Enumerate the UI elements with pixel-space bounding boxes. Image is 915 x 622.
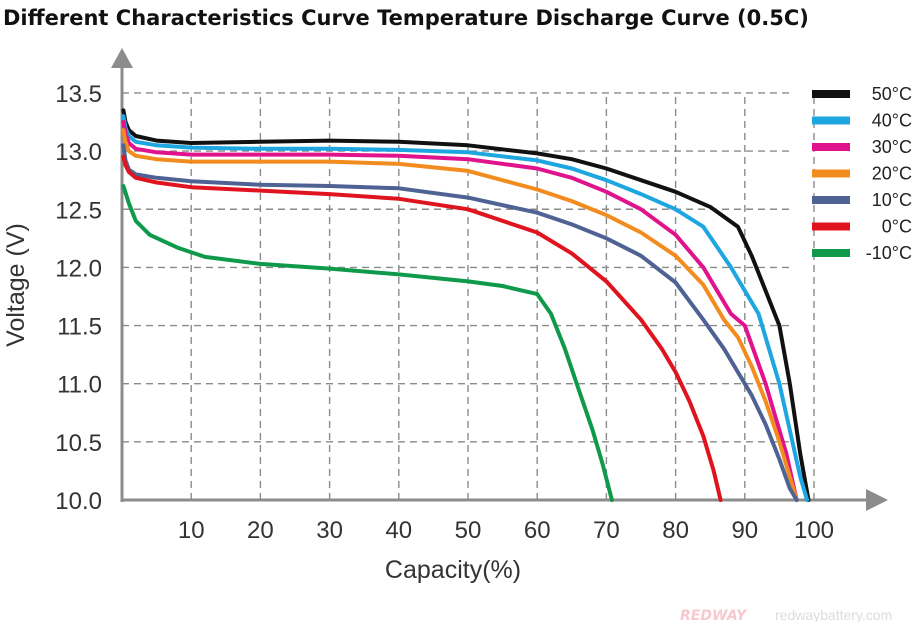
x-tick-label-6: 70: [593, 517, 620, 544]
y-tick-label-6: 13.0: [55, 139, 102, 166]
series-line-4: [121, 143, 799, 502]
legend: 50°C 40°C 30°C 20°C 10°C 0°C -10°C: [812, 84, 912, 263]
legend-label-1: 40°C: [872, 111, 912, 131]
legend-swatch-0: [812, 90, 850, 98]
legend-label-3: 20°C: [872, 164, 912, 184]
x-tick-label-9: 100: [794, 517, 834, 544]
legend-swatch-3: [812, 169, 850, 178]
series-line-1: [121, 114, 810, 502]
legend-swatch-6: [812, 249, 850, 257]
series-line-2: [121, 120, 799, 502]
x-tick-label-0: 10: [178, 517, 205, 544]
watermark: REDWAY redwaybattery.com: [680, 607, 892, 622]
x-tick-label-4: 50: [455, 517, 482, 544]
y-tick-labels: 10.0 10.5 11.0 11.5 12.0 12.5 13.0 13.5: [55, 81, 102, 515]
y-axis-arrow: [111, 48, 133, 68]
legend-label-0: 50°C: [872, 84, 912, 104]
legend-swatch-1: [812, 116, 850, 125]
series-line-3: [121, 128, 799, 502]
legend-label-6: -10°C: [866, 243, 912, 263]
x-tick-label-7: 80: [662, 517, 689, 544]
y-axis-label: Voltage (V): [2, 223, 30, 347]
legend-swatch-5: [812, 222, 850, 231]
series-line-0: [121, 108, 811, 502]
x-tick-label-5: 60: [524, 517, 551, 544]
axes: [111, 48, 888, 511]
y-tick-label-4: 12.0: [55, 255, 102, 282]
legend-swatch-2: [812, 143, 850, 151]
x-tick-labels: 10 20 30 40 50 60 70 80 90 100: [178, 517, 834, 544]
legend-swatch-4: [812, 196, 850, 204]
series-line-6: [121, 184, 614, 502]
y-tick-label-3: 11.5: [57, 314, 102, 341]
legend-label-4: 10°C: [872, 190, 912, 210]
y-tick-label-0: 10.0: [55, 488, 102, 515]
y-tick-label-2: 11.0: [57, 372, 102, 399]
legend-label-2: 30°C: [872, 137, 912, 157]
y-tick-label-7: 13.5: [55, 81, 102, 108]
x-axis-arrow: [866, 489, 888, 511]
watermark-url: redwaybattery.com: [775, 607, 892, 622]
x-tick-label-1: 20: [247, 517, 274, 544]
x-axis-label: Capacity(%): [385, 556, 521, 584]
chart-title: Different Characteristics Curve Temperat…: [3, 6, 809, 30]
series-lines: [121, 108, 811, 502]
y-tick-label-5: 12.5: [55, 197, 102, 224]
x-tick-label-2: 30: [316, 517, 343, 544]
legend-label-5: 0°C: [882, 217, 912, 237]
x-tick-label-8: 90: [731, 517, 758, 544]
x-tick-label-3: 40: [385, 517, 412, 544]
y-tick-label-1: 10.5: [55, 430, 102, 457]
series-line-5: [121, 154, 723, 502]
watermark-brand: REDWAY: [680, 608, 748, 622]
